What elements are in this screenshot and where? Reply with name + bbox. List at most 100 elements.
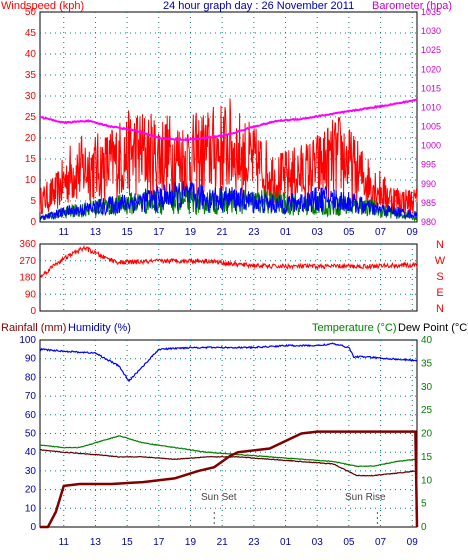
hour-tick-label: 19 — [185, 537, 197, 548]
humidity-series — [39, 342, 418, 383]
barometer-tick-label: 995 — [421, 160, 436, 170]
panel3-frame — [39, 339, 418, 528]
compass-label: N — [436, 303, 444, 315]
humidity-tick-label: 100 — [19, 335, 36, 346]
temperature-axis-label: Temperature (°C) — [312, 322, 396, 334]
hour-tick-label: 23 — [248, 537, 260, 548]
barometer-tick-label: 1020 — [421, 64, 441, 74]
dewpoint-axis-label: Dew Point (°C) — [398, 322, 468, 334]
windspeed-tick-label: 5 — [30, 196, 36, 207]
hour-tick-label: 01 — [280, 537, 292, 548]
barometer-tick-label: 985 — [421, 198, 436, 208]
humidity-tick-label: 10 — [25, 503, 37, 514]
hour-tick-label: 03 — [312, 537, 324, 548]
barometer-tick-label: 1030 — [421, 26, 441, 36]
hour-tick-label: 17 — [153, 227, 165, 238]
temperature-tick-label: 15 — [421, 452, 433, 463]
barometer-tick-label: 1010 — [421, 102, 441, 112]
hour-tick-label: 15 — [122, 227, 134, 238]
panel2-frame — [39, 243, 418, 312]
direction-tick-label: 0 — [30, 306, 36, 317]
hour-tick-label: 13 — [90, 227, 102, 238]
hour-tick-label: 19 — [185, 227, 197, 238]
barometer-axis-label: Barometer (hpa) — [372, 0, 452, 12]
humidity-tick-label: 30 — [25, 466, 37, 477]
rainfall-series — [40, 430, 419, 529]
hour-tick-label: 21 — [217, 227, 229, 238]
windspeed-series — [39, 98, 418, 215]
barometer-tick-label: 1035 — [421, 7, 441, 17]
hour-tick-label: 17 — [153, 537, 165, 548]
hour-tick-label: 07 — [375, 537, 387, 548]
humidity-axis-label: Humidity (%) — [68, 322, 131, 334]
temperature-series — [40, 435, 418, 468]
barometer-tick-label: 990 — [421, 179, 436, 189]
windspeed-tick-label: 25 — [25, 112, 37, 123]
temperature-tick-label: 25 — [421, 405, 433, 416]
chart-title: 24 hour graph day : 26 November 2011 — [163, 0, 354, 12]
windspeed-tick-label: 30 — [25, 91, 37, 102]
panel1-x-ticks: 11 13 15 17 19 21 23 01 03 05 07 09 — [59, 227, 419, 238]
hour-tick-label: 09 — [407, 537, 419, 548]
direction-tick-label: 270 — [19, 256, 36, 267]
panel3-x-ticks: 11 13 15 17 19 21 23 01 03 05 07 09 — [59, 537, 419, 548]
barometer-tick-label: 1025 — [421, 45, 441, 55]
temperature-tick-label: 35 — [421, 358, 433, 369]
humidity-tick-label: 90 — [25, 354, 37, 365]
hour-tick-label: 01 — [280, 227, 292, 238]
panel1-left-ticks: 0 5 10 15 20 25 30 35 40 45 50 — [25, 7, 37, 228]
temperature-tick-label: 20 — [421, 429, 433, 440]
hour-tick-label: 05 — [343, 227, 355, 238]
temperature-tick-label: 0 — [421, 522, 427, 533]
humidity-tick-label: 80 — [25, 372, 37, 383]
sunset-annotation: Sun Set — [201, 492, 237, 503]
hour-tick-label: 11 — [59, 537, 70, 548]
humidity-tick-label: 20 — [25, 485, 37, 496]
compass-label: N — [436, 239, 444, 251]
hour-tick-label: 21 — [217, 537, 229, 548]
windspeed-tick-label: 10 — [25, 175, 37, 186]
compass-label: E — [436, 287, 443, 299]
humidity-tick-label: 40 — [25, 447, 37, 458]
compass-label: W — [435, 255, 446, 267]
hour-tick-label: 23 — [248, 227, 260, 238]
humidity-tick-label: 70 — [25, 391, 37, 402]
hour-tick-label: 13 — [90, 537, 102, 548]
direction-tick-label: 180 — [19, 273, 36, 284]
direction-tick-label: 90 — [25, 289, 37, 300]
humidity-tick-label: 0 — [30, 522, 36, 533]
panel2-grid — [40, 244, 417, 311]
barometer-tick-label: 1015 — [421, 83, 441, 93]
windspeed-tick-label: 45 — [25, 28, 37, 39]
temperature-tick-label: 10 — [421, 475, 433, 486]
windspeed-axis-label: Windspeed (kph) — [1, 0, 84, 12]
gust-series — [39, 188, 418, 222]
hour-tick-label: 07 — [375, 227, 387, 238]
hour-tick-label: 11 — [59, 227, 70, 238]
hour-tick-label: 03 — [312, 227, 324, 238]
wind-average-series — [39, 180, 418, 221]
windspeed-tick-label: 20 — [25, 133, 37, 144]
temperature-tick-label: 40 — [421, 335, 433, 346]
wind-direction-series — [39, 244, 418, 279]
compass-label: S — [436, 271, 443, 283]
barometer-tick-label: 980 — [421, 217, 436, 227]
barometer-series — [39, 98, 418, 142]
panel3-right-ticks: 0 5 10 15 20 25 30 35 40 — [421, 335, 433, 533]
panel2-left-ticks: 0 90 180 270 360 — [19, 239, 36, 317]
panel1-right-ticks: 980 985 990 995 1000 1005 1010 1015 1020 1025 1030… — [421, 7, 441, 227]
hour-tick-label: 09 — [407, 227, 419, 238]
temperature-tick-label: 30 — [421, 382, 433, 393]
windspeed-tick-label: 0 — [30, 217, 36, 228]
panel1-frame — [39, 11, 418, 223]
windspeed-tick-label: 15 — [25, 154, 37, 165]
humidity-tick-label: 60 — [25, 410, 37, 421]
panel3-grid — [40, 340, 417, 527]
windspeed-tick-label: 40 — [25, 49, 37, 60]
